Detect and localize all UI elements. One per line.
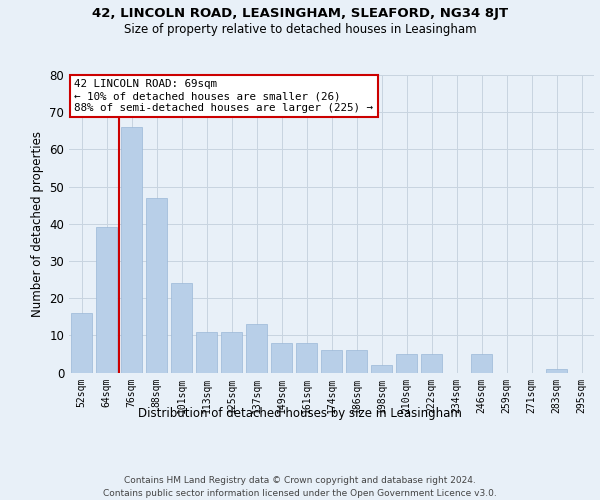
Bar (371, 365, 392, 372)
Bar (71, 313, 92, 372)
Y-axis label: Number of detached properties: Number of detached properties (31, 130, 44, 317)
Bar (346, 350, 367, 372)
Bar (421, 354, 442, 372)
Bar (246, 324, 267, 372)
Text: Size of property relative to detached houses in Leasingham: Size of property relative to detached ho… (124, 22, 476, 36)
Bar (396, 354, 417, 372)
Bar (321, 350, 342, 372)
Text: 42 LINCOLN ROAD: 69sqm
← 10% of detached houses are smaller (26)
88% of semi-det: 42 LINCOLN ROAD: 69sqm ← 10% of detached… (74, 80, 373, 112)
Bar (221, 332, 242, 372)
Bar (171, 283, 192, 372)
Bar (146, 198, 167, 372)
Bar (271, 343, 292, 372)
Text: 42, LINCOLN ROAD, LEASINGHAM, SLEAFORD, NG34 8JT: 42, LINCOLN ROAD, LEASINGHAM, SLEAFORD, … (92, 8, 508, 20)
Bar (121, 127, 142, 372)
Bar (546, 369, 567, 372)
Bar (471, 354, 492, 372)
Bar (196, 332, 217, 372)
Text: Distribution of detached houses by size in Leasingham: Distribution of detached houses by size … (138, 408, 462, 420)
Text: Contains HM Land Registry data © Crown copyright and database right 2024.
Contai: Contains HM Land Registry data © Crown c… (103, 476, 497, 498)
Bar (96, 228, 117, 372)
Bar (296, 343, 317, 372)
